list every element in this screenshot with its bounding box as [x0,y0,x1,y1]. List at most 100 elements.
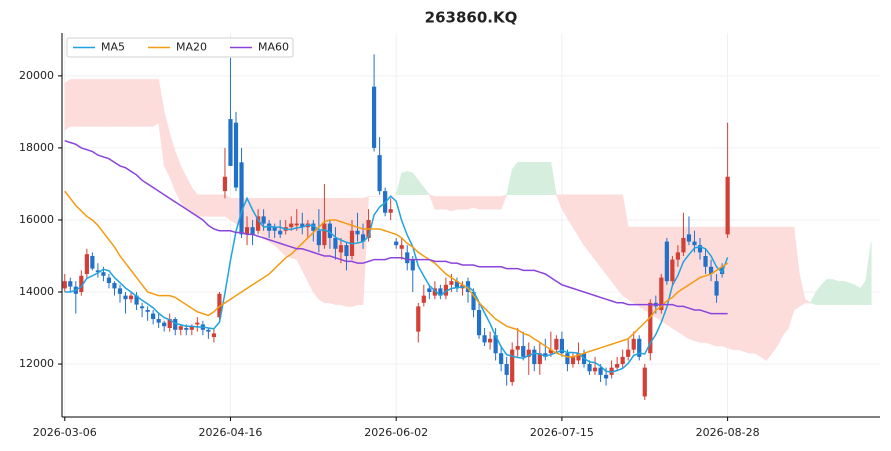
candle-body [405,252,410,264]
candle-body [388,209,393,213]
cloud-segment [865,241,872,305]
y-tick-label: 16000 [19,213,54,226]
y-tick-label: 14000 [19,285,54,298]
candle-body [659,277,664,311]
candle-body [311,223,316,231]
candle-body [626,349,631,357]
x-tick-label: 2026-06-02 [364,426,428,439]
candle-body [427,288,432,293]
line-series [64,190,729,358]
cloud-segment [522,162,530,196]
cloud-segment [324,198,331,304]
candle-body [714,281,719,296]
chart-title: 263860.KQ [425,9,518,27]
cloud-segment [555,194,563,210]
candle-body [394,241,399,246]
cloud-segment [815,283,822,305]
y-tick-label: 18000 [19,141,54,154]
candle-body [261,216,266,224]
cloud-segment [169,133,176,192]
cloud-segment [495,196,502,210]
cloud-segment [92,79,99,127]
cloud-segment [727,226,734,351]
grid [62,33,880,417]
candle-body [648,302,653,354]
cloud-segment [804,298,812,304]
cloud-segment [699,226,706,343]
candle-body [570,356,576,365]
candle-body [322,223,327,246]
line-series [64,195,729,373]
line-series [64,139,728,315]
cloud-segment [434,196,441,210]
candle-body [725,176,730,235]
legend-label: MA5 [101,41,125,54]
cloud-segment [771,226,778,355]
cloud-segment [395,173,403,196]
cloud-segment [417,179,425,196]
candle-body [421,295,426,303]
candle-body [692,241,697,246]
cloud-segment [191,186,198,217]
candle-body [338,245,344,253]
candle-body [173,319,178,330]
cloud-segment [406,170,414,196]
plot-area [62,54,872,401]
candle-body [68,281,73,287]
candle-body [637,338,642,357]
cloud-segment [158,79,165,166]
cloud-segment [721,226,728,349]
cloud-segment [329,198,336,306]
candle-body [537,353,542,365]
candle-body [250,227,255,235]
candle-body [565,353,570,365]
cloud-segment [81,79,88,127]
candle-body [112,282,117,289]
cloud-segment [64,78,71,131]
cloud-segment [462,196,469,210]
candle-body [543,353,548,357]
candle-body [239,162,244,235]
y-tick-label: 20000 [19,69,54,82]
candle-body [697,245,703,253]
candle-body [195,322,200,325]
candle-body [664,241,669,282]
cloud-segment [854,284,861,305]
cloud-segment [230,198,237,225]
cloud-segment [644,226,651,315]
cloud-segment [97,79,104,127]
cloud-segment [550,162,557,196]
cloud-segment [180,165,187,211]
candle-body [526,349,531,357]
candle-body [360,234,366,242]
candle-body [476,310,482,336]
cloud-segment [103,79,110,127]
cloud-segment [362,196,369,305]
candle-body [603,374,609,379]
cloud-segment [821,278,828,305]
candle-body [272,227,277,231]
cloud-segment [401,170,408,196]
cloud-segment [633,226,640,307]
candle-body [117,288,123,294]
cloud-segment [456,196,463,210]
cloud-segment [125,79,132,127]
cloud-segment [611,194,618,290]
cloud-segment [738,226,745,352]
cloud-segment [622,194,629,300]
cloud-segment [837,280,844,305]
candle-body [300,223,305,228]
candle-body [532,349,537,365]
cloud-segment [130,79,137,127]
cloud-segment [572,194,579,238]
cloud-segment [114,79,121,127]
candle-body [244,227,250,235]
candle-body [642,367,647,397]
cloud-segment [732,226,739,350]
candle-body [255,216,261,231]
cloud-segment [859,280,867,305]
candle-body [510,349,515,383]
candle-body [79,275,84,293]
cloud-segment [147,79,154,127]
candle-body [548,349,553,354]
